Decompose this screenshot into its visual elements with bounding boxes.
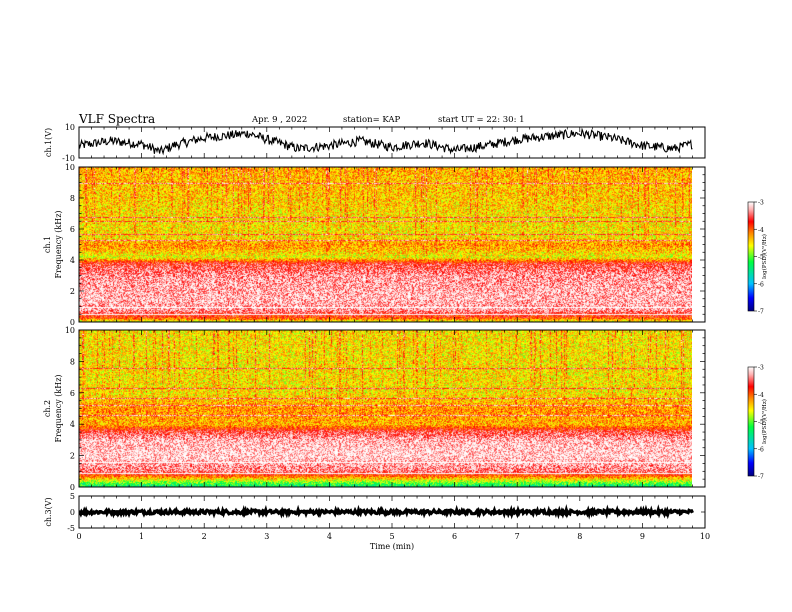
y-tick-label: 0	[70, 483, 75, 492]
header-title: VLF Spectra	[79, 112, 156, 126]
y-tick-label: 10	[65, 163, 75, 172]
x-tick-label: 1	[139, 532, 144, 541]
x-tick-label: 6	[452, 532, 457, 541]
ch1-spectrogram-ylabel-channel: ch.1	[43, 236, 52, 253]
colorbar-tick-label: -6	[758, 281, 764, 288]
colorbar-tick-label: -5	[758, 254, 764, 261]
colorbar-tick-label: -6	[758, 446, 764, 453]
header-start-time: start UT = 22: 30: 1	[438, 115, 525, 125]
x-tick-label: 7	[515, 532, 520, 541]
colorbar-tick-label: -4	[758, 227, 764, 234]
ch2-spectrogram-ylabel-channel: ch.2	[43, 400, 52, 417]
y-tick-label: -5	[67, 524, 75, 533]
x-tick-label: 3	[264, 532, 269, 541]
ch1-spectrogram-ylabel-frequency: Frequency (kHz)	[54, 210, 63, 278]
ch1-spectrogram-image	[79, 167, 692, 322]
y-tick-label: 2	[70, 452, 75, 461]
x-tick-label: 9	[640, 532, 645, 541]
y-tick-label: 10	[65, 123, 75, 132]
x-tick-label: 10	[700, 532, 710, 541]
y-tick-label: 2	[70, 287, 75, 296]
ch1-waveform-trace	[78, 127, 693, 156]
ch3-waveform-trace	[78, 503, 694, 520]
x-tick-label: 0	[76, 532, 81, 541]
ch1-waveform-ylabel: ch.1(V)	[44, 128, 53, 157]
x-tick-label: 4	[327, 532, 332, 541]
y-tick-label: 0	[70, 318, 75, 327]
colorbar-tick-label: -4	[758, 392, 764, 399]
y-tick-label: 10	[65, 326, 75, 335]
header-station: station= KAP	[343, 115, 401, 125]
spectrogram-images	[79, 167, 692, 487]
header-date: Apr. 9 , 2022	[252, 115, 308, 125]
colorbar-tick-label: -3	[758, 200, 764, 207]
x-tick-label: 2	[202, 532, 207, 541]
y-tick-label: 6	[70, 389, 75, 398]
colorbar-tick-label: -7	[758, 309, 764, 316]
ch2-spectrogram-ylabel-frequency: Frequency (kHz)	[54, 374, 63, 442]
y-tick-label: 8	[70, 194, 75, 203]
y-tick-label: 5	[70, 492, 75, 501]
y-tick-label: 6	[70, 225, 75, 234]
y-tick-label: 0	[70, 508, 75, 517]
x-tick-label: 5	[389, 532, 394, 541]
ch1-spectrogram-colorbar-label: log(PSD)(V²/Hz)	[761, 234, 768, 279]
colorbar-tick-label: -5	[758, 419, 764, 426]
ch2-spectrogram-image	[79, 330, 692, 487]
ch3-waveform-ylabel: ch.3(V)	[44, 497, 53, 526]
y-tick-label: 8	[70, 357, 75, 366]
colorbar-tick-label: -3	[758, 365, 764, 372]
ch2-spectrogram-colorbar-label: log(PSD)(V²/Hz)	[761, 399, 768, 444]
x-tick-label: 8	[577, 532, 582, 541]
y-tick-label: 4	[70, 256, 75, 265]
y-tick-label: -10	[62, 154, 75, 163]
ch2-spectrogram-colorbar	[747, 366, 755, 477]
y-tick-label: 4	[70, 420, 75, 429]
ch1-spectrogram-colorbar	[747, 201, 755, 312]
x-axis-label: Time (min)	[370, 542, 414, 551]
colorbar-tick-label: -7	[758, 474, 764, 481]
